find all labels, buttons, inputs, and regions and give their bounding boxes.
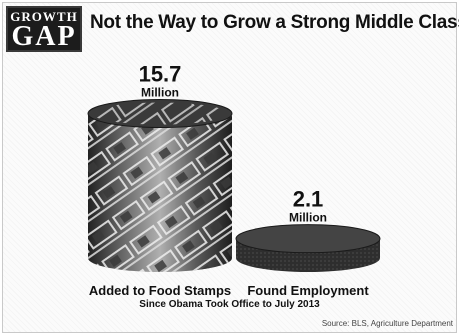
category-label: Found Employment — [247, 283, 369, 298]
chart-subtitle: Since Obama Took Office to July 2013 — [139, 299, 320, 310]
category-label: Added to Food Stamps — [89, 283, 231, 298]
unit-label: Million — [289, 211, 327, 225]
bar-texture — [88, 113, 232, 272]
source-note: Source: BLS, Agriculture Department — [321, 319, 453, 328]
bar-food-stamps — [87, 99, 233, 272]
unit-label: Million — [141, 86, 179, 100]
value-label: 15.7 — [139, 62, 182, 87]
growth-gap-logo: GROWTH GAP — [6, 6, 82, 52]
value-label: 2.1 — [293, 187, 324, 212]
bar-employment — [235, 224, 381, 272]
chart-title: Not the Way to Grow a Strong Middle Clas… — [90, 12, 459, 33]
bar-top-texture — [92, 102, 228, 125]
bar-top — [235, 224, 381, 254]
logo-line1: GROWTH — [10, 9, 78, 24]
logo-line2: GAP — [11, 21, 77, 52]
